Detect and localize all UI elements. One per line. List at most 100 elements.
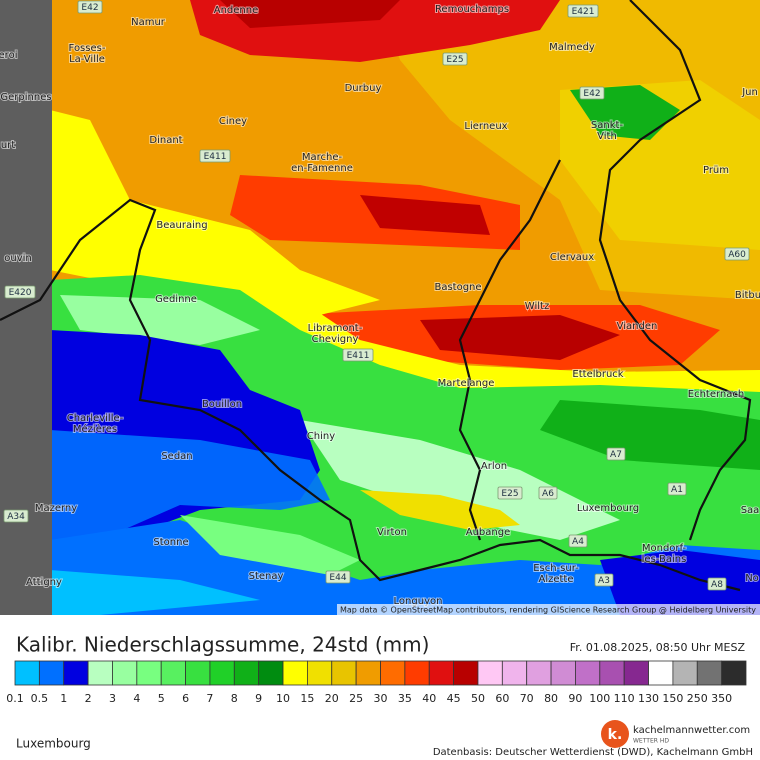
place-label: Gerpinnes	[0, 92, 51, 103]
legend-label: 350	[711, 692, 732, 705]
road-shield	[667, 482, 687, 496]
place-label: Virton	[377, 527, 407, 538]
place-label: les-Bains	[642, 554, 687, 565]
field-lightgreen	[300, 420, 620, 540]
road-label: E42	[583, 89, 600, 99]
place-label: Mézières	[73, 423, 117, 435]
road-label: E421	[572, 7, 595, 17]
radar-map: Namur Andenne Remouchamps Malmedy Fosses-La-…	[0, 0, 760, 615]
legend-swatch	[575, 660, 601, 686]
place-label: Namur	[131, 17, 166, 28]
road-shield	[579, 86, 605, 100]
road-label: E25	[501, 489, 518, 499]
border-line	[598, 0, 752, 541]
place-label: No	[745, 573, 759, 584]
field-yellow	[50, 110, 380, 320]
legend-swatch	[696, 660, 723, 686]
legend-swatch	[599, 660, 625, 686]
legend-swatch	[331, 660, 357, 686]
place-label: Beauraing	[156, 220, 207, 231]
road-label: E25	[446, 55, 463, 65]
legend-label: 80	[544, 692, 558, 705]
field-cyan	[50, 570, 260, 615]
place-label: Chiny	[307, 431, 335, 442]
legend-swatch	[209, 660, 235, 686]
road-shield	[567, 4, 599, 18]
road-label: E420	[9, 288, 32, 298]
place-label: Durbuy	[345, 83, 382, 94]
place-label: Bitbu	[735, 290, 760, 301]
road-shield	[325, 570, 351, 584]
legend-label: 45	[447, 692, 461, 705]
field-blue	[600, 550, 760, 615]
field-lightgreen	[180, 515, 360, 575]
legend-swatch	[306, 660, 333, 686]
field-darkred	[420, 315, 620, 360]
legend-label: 0.5	[31, 692, 49, 705]
place-label: Bastogne	[434, 282, 481, 293]
legend-label: 50	[471, 692, 485, 705]
place-label: Arlon	[481, 461, 507, 472]
place-label: Fosses-	[69, 43, 106, 54]
legend: 0.1 0.5 1 2 3 4 5 6 7 8 9 10 15 20 25 30 35 40 45 50 60 70 80 9…	[6, 660, 747, 705]
road-label: E411	[347, 351, 370, 361]
road-shield	[497, 486, 523, 500]
road-label: E42	[81, 3, 98, 13]
data-source: Datenbasis: Deutscher Wetterdienst (DWD)…	[433, 747, 753, 758]
legend-label: 130	[638, 692, 659, 705]
road-label: A60	[728, 250, 746, 260]
place-label: Sankt-	[591, 120, 624, 131]
road-label: A34	[7, 512, 25, 522]
border-line	[0, 198, 741, 592]
border-line	[458, 159, 561, 541]
legend-swatch	[38, 660, 65, 686]
legend-label: 7	[206, 692, 213, 705]
place-label: Gedinne	[155, 294, 197, 305]
place-label: Charleville-	[67, 413, 124, 424]
place-label: Clervaux	[550, 252, 594, 263]
field-yellow	[360, 490, 520, 530]
place-label: Vianden	[617, 321, 658, 332]
road-shield	[77, 0, 103, 14]
timestamp: Fr. 01.08.2025, 08:50 Uhr MESZ	[570, 641, 746, 654]
legend-label: 30	[374, 692, 388, 705]
legend-swatch	[721, 660, 747, 686]
legend-swatch	[136, 660, 162, 686]
legend-label: 10	[276, 692, 290, 705]
place-label: Libramont-	[308, 323, 363, 334]
place-label: Prüm	[703, 165, 729, 176]
road-shield	[342, 348, 374, 362]
field-darkred	[220, 0, 400, 28]
logo	[601, 720, 629, 748]
legend-label: 100	[589, 692, 610, 705]
place-label: Malmedy	[549, 42, 595, 53]
legend-label: 40	[422, 692, 436, 705]
place-label: Chevigny	[312, 334, 359, 345]
legend-swatch	[112, 660, 138, 686]
place-label: Lierneux	[464, 121, 507, 132]
field-darkred	[360, 195, 490, 235]
place-label: Aubange	[466, 527, 511, 538]
road-shield	[707, 577, 727, 591]
legend-label: 110	[614, 692, 635, 705]
legend-swatch	[14, 660, 40, 686]
legend-swatch	[623, 660, 649, 686]
place-label: Vith	[597, 131, 617, 142]
legend-swatch	[258, 660, 284, 686]
place-label: Ciney	[219, 116, 247, 127]
field-darkgreen	[540, 400, 760, 470]
road-shield	[594, 573, 614, 587]
legend-swatch	[282, 660, 308, 686]
legend-label: 4	[133, 692, 140, 705]
legend-swatch	[501, 660, 528, 686]
legend-swatch	[355, 660, 381, 686]
road-label: A4	[572, 537, 584, 547]
legend-label: 15	[300, 692, 314, 705]
legend-swatch	[233, 660, 260, 686]
road-label: E411	[204, 152, 227, 162]
place-label: La-Ville	[69, 54, 105, 65]
legend-label: 8	[231, 692, 238, 705]
legend-label: 6	[182, 692, 189, 705]
place-label: Echternach	[688, 389, 744, 400]
place-label: Martelange	[438, 378, 495, 389]
